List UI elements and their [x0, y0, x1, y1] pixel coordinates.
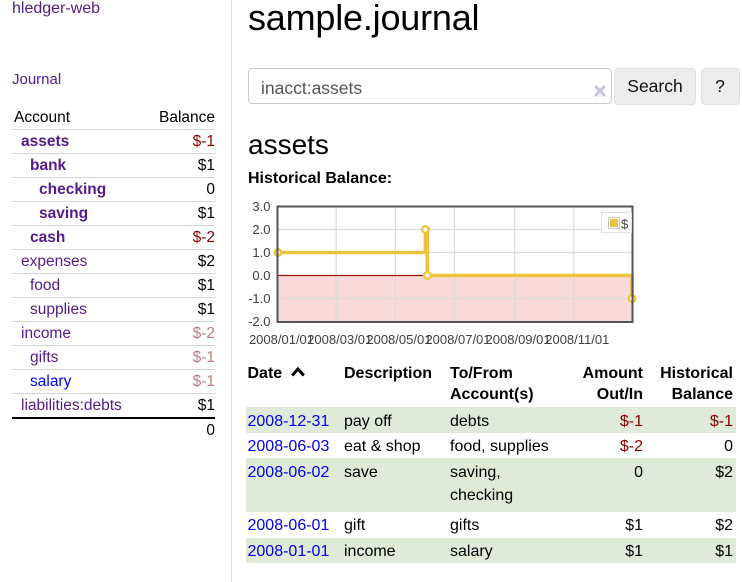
svg-text:2008/09/01: 2008/09/01 — [486, 332, 551, 347]
svg-text:-1.0: -1.0 — [248, 291, 270, 306]
svg-text:1.0: 1.0 — [252, 245, 270, 260]
svg-text:2008/01/01: 2008/01/01 — [249, 332, 314, 347]
svg-text:0.0: 0.0 — [252, 268, 270, 283]
svg-text:2008/05/01: 2008/05/01 — [366, 332, 431, 347]
svg-text:-2.0: -2.0 — [248, 314, 270, 329]
svg-text:2008/03/01: 2008/03/01 — [307, 332, 372, 347]
svg-text:3.0: 3.0 — [252, 199, 270, 214]
svg-text:2.0: 2.0 — [252, 222, 270, 237]
svg-text:2008/11/01: 2008/11/01 — [545, 332, 609, 347]
svg-text:2008/07/01: 2008/07/01 — [425, 332, 490, 347]
svg-text:$: $ — [621, 217, 629, 232]
